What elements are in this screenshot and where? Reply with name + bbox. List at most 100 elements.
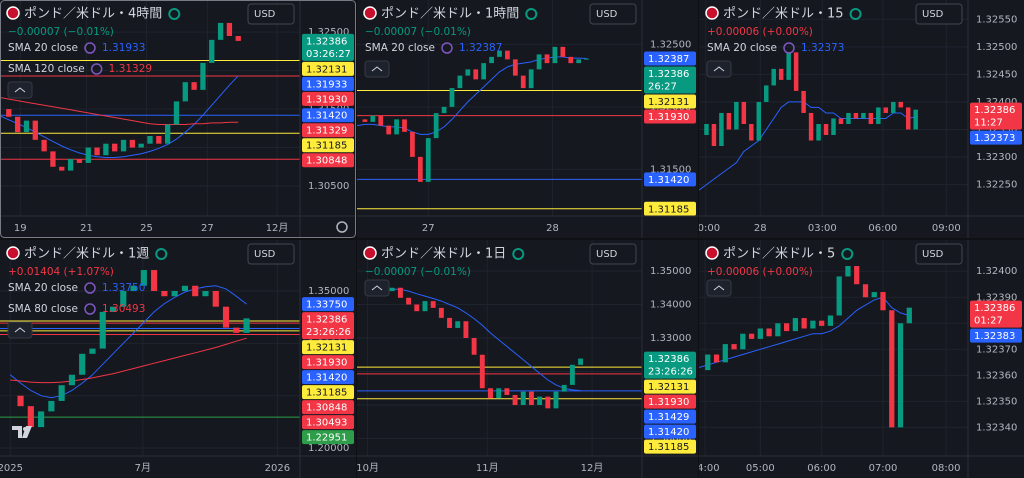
- candle: [79, 353, 86, 375]
- currency-button[interactable]: [915, 243, 963, 265]
- candle: [417, 156, 423, 182]
- price-tag: [302, 355, 354, 370]
- candle: [528, 391, 534, 406]
- panel-background: [357, 0, 698, 238]
- visibility-icon[interactable]: [84, 282, 96, 294]
- collapse-button[interactable]: [364, 279, 390, 297]
- price-tag-label: 1.31420: [648, 427, 689, 438]
- collapse-button[interactable]: [706, 60, 732, 78]
- candle: [704, 123, 709, 135]
- chart-panel[interactable]: 1.300001.310001.320001.330001.340001.350…: [357, 240, 698, 478]
- currency-button[interactable]: [247, 3, 295, 25]
- candle: [836, 276, 842, 316]
- countdown-label: 23:26:26: [306, 327, 351, 338]
- chart-panel[interactable]: 1.305001.310001.315001.320001.3250019212…: [0, 0, 356, 238]
- candle: [471, 337, 477, 355]
- price-tag-label: 1.31420: [306, 373, 347, 384]
- price-tag: [302, 312, 354, 340]
- price-tag-label: 1.31429: [648, 412, 689, 423]
- candle: [217, 22, 224, 40]
- candle: [731, 344, 737, 350]
- candle: [138, 143, 144, 148]
- status-dot: [525, 8, 538, 20]
- countdown-label: 23:26:26: [648, 367, 693, 378]
- indicator-name: SMA 80 close: [8, 303, 78, 315]
- candle: [362, 119, 368, 122]
- candle: [889, 310, 895, 428]
- panel-background: [0, 240, 356, 478]
- collapse-button[interactable]: [706, 279, 732, 297]
- currency-button[interactable]: [247, 243, 295, 265]
- collapse-button[interactable]: [7, 321, 33, 339]
- candle: [578, 358, 584, 365]
- price-tag: [302, 385, 354, 400]
- x-tick-label: 19: [14, 223, 27, 234]
- price-change: −0.00007 (−0.01%): [8, 26, 114, 38]
- price-tag-label: 1.32386: [974, 105, 1015, 116]
- tradingview-logo-dot: [23, 427, 27, 431]
- candle: [212, 290, 219, 307]
- visibility-icon[interactable]: [783, 42, 795, 54]
- candle: [17, 395, 24, 407]
- x-tick-label: 7月: [135, 462, 151, 474]
- indicator-value: 1.30493: [102, 303, 145, 315]
- candle: [191, 82, 197, 90]
- chart-panel[interactable]: 1.200001.250001.300001.3500020257月2026ポン…: [0, 240, 356, 478]
- candle: [200, 62, 206, 90]
- collapse-button[interactable]: [7, 81, 33, 99]
- currency-button[interactable]: [915, 3, 963, 25]
- chart-panel[interactable]: 1.32250 1.32300 1.32350 1.32400 1.32450 1.325…: [699, 0, 1024, 238]
- countdown-label: 01:27: [974, 316, 1003, 327]
- candle: [48, 400, 55, 412]
- x-tick-label: 2026: [265, 463, 290, 474]
- candle: [222, 306, 230, 328]
- candle: [433, 113, 439, 139]
- candle: [447, 317, 452, 328]
- visibility-icon[interactable]: [90, 63, 103, 75]
- x-tick-label: 27: [422, 223, 435, 234]
- flag-icon: [705, 6, 719, 20]
- candle: [496, 388, 502, 399]
- candle: [94, 147, 100, 156]
- candle: [27, 406, 34, 428]
- candle: [536, 54, 542, 70]
- chevron: [14, 327, 26, 333]
- candle: [823, 123, 829, 135]
- price-tag-label: 1.31185: [306, 388, 347, 399]
- visibility-icon[interactable]: [441, 42, 453, 54]
- candle: [181, 285, 189, 291]
- x-tick-label: 11月: [476, 462, 499, 474]
- currency-button[interactable]: [589, 3, 637, 25]
- currency-button[interactable]: [589, 243, 637, 265]
- sma-line: [699, 296, 910, 368]
- candle: [719, 112, 724, 147]
- candle: [726, 112, 732, 130]
- candle: [59, 166, 65, 171]
- plot-area: [0, 240, 300, 456]
- x-tick-label: 07:00: [869, 463, 898, 474]
- visibility-icon[interactable]: [84, 42, 96, 54]
- candle: [192, 285, 199, 297]
- candle: [68, 374, 75, 386]
- candle: [473, 69, 479, 80]
- chart-title: ポンド／米ドル・1日: [381, 247, 506, 262]
- y-tick-label: 1.32350: [976, 124, 1017, 135]
- price-tag: [302, 108, 354, 123]
- collapse-button[interactable]: [364, 60, 390, 78]
- x-tick-label: 09:00: [932, 223, 961, 234]
- candle: [711, 123, 717, 147]
- sma-line: [367, 288, 581, 392]
- candle: [89, 348, 96, 354]
- price-tag-label: 1.31420: [648, 175, 689, 186]
- chevron: [713, 66, 725, 72]
- chart-panel[interactable]: 1.323401.323501.323601.323701.323801.323…: [699, 240, 1024, 478]
- price-tag: [970, 102, 1022, 130]
- visibility-icon[interactable]: [84, 303, 96, 315]
- candle: [488, 388, 493, 399]
- chart-panel[interactable]: 1.315001.320001.325002728ポンド／米ドル・1時間USD−…: [357, 0, 698, 238]
- price-tag-label: 1.31930: [306, 358, 347, 369]
- candle: [370, 115, 376, 122]
- y-tick-label: 1.31500: [650, 164, 691, 175]
- settings-icon[interactable]: [336, 221, 348, 233]
- plot-area: [0, 0, 300, 216]
